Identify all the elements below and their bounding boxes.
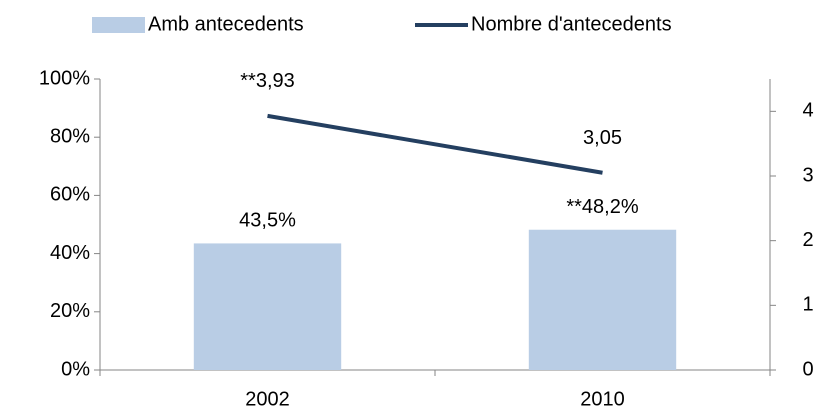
y-tick-label: 80%	[50, 125, 90, 147]
legend-swatch	[92, 17, 145, 33]
y-tick-label: 60%	[50, 184, 90, 206]
y2-tick-label: 4	[802, 100, 813, 122]
y2-tick-label: 3	[802, 164, 813, 186]
x-tick-label: 2002	[245, 388, 290, 410]
y2-tick-label: 2	[802, 229, 813, 251]
legend-label: Nombre d'antecedents	[471, 13, 672, 35]
y-tick-label: 100%	[39, 67, 90, 89]
bar	[528, 229, 677, 370]
y2-tick-label: 1	[802, 294, 813, 316]
y-tick-label: 20%	[50, 300, 90, 322]
data-label: 43,5%	[239, 210, 296, 232]
x-tick-label: 2010	[580, 388, 625, 410]
legend-label: Amb antecedents	[148, 13, 304, 35]
bar	[193, 243, 342, 370]
y-tick-label: 40%	[50, 242, 90, 264]
data-label: 3,05	[583, 127, 622, 149]
y2-tick-label: 0	[802, 358, 813, 380]
data-label: **48,2%	[566, 196, 638, 218]
y-tick-label: 0%	[61, 358, 90, 380]
data-label: **3,93	[240, 70, 295, 92]
line	[267, 113, 603, 175]
